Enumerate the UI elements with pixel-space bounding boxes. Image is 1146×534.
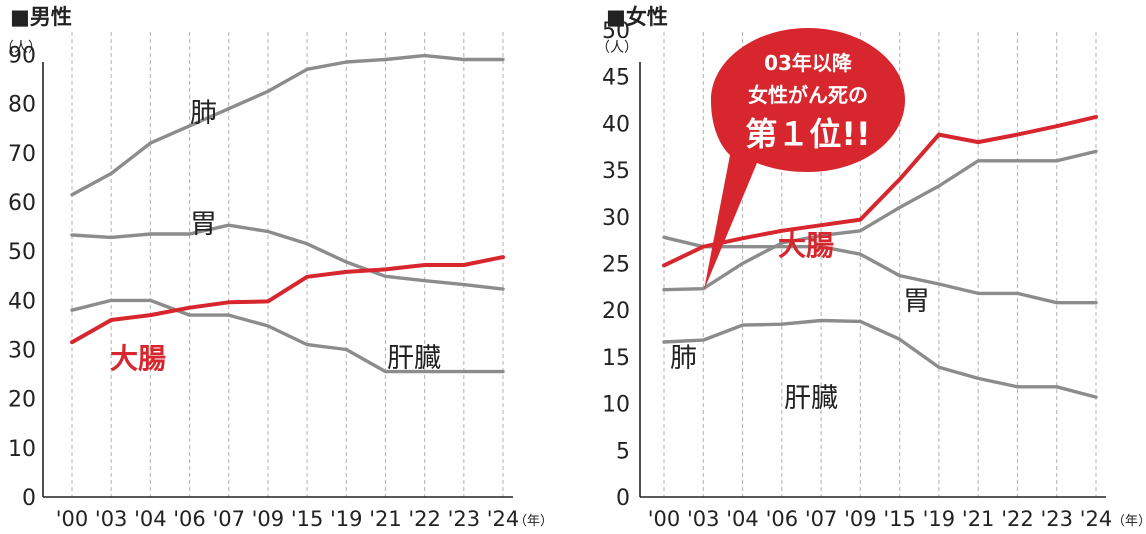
female-x-tick-label: '24: [1080, 507, 1113, 531]
male-y-tick-label: 60: [8, 191, 36, 216]
male-line-stomach: [70, 223, 505, 291]
female-label-liver: 肝臓: [784, 383, 838, 414]
female-x-ticks: '00'03'04 '06'07'09'15 '19'21'22'23 '24: [648, 507, 1113, 531]
female-axes: [639, 62, 1106, 498]
female-x-tick-label: '22: [1001, 507, 1034, 531]
male-x-tick-label: '00: [56, 507, 89, 531]
female-y-tick-label: 25: [602, 253, 630, 278]
female-x-tick-label: '19: [923, 507, 956, 531]
male-x-tick-label: '23: [448, 507, 481, 531]
female-x-unit: （年）: [1112, 514, 1146, 529]
female-y-tick-label: 50: [602, 19, 630, 44]
female-y-tick-label: 15: [602, 346, 630, 371]
female-y-tick-label: 5: [616, 439, 630, 464]
male-line-colon: [70, 255, 505, 345]
female-y-tick-label: 35: [602, 159, 630, 184]
female-chart-title: ■女性: [606, 5, 668, 29]
female-label-stomach: 胃: [903, 286, 930, 317]
female-x-tick-label: '03: [687, 507, 720, 531]
male-y-tick-label: 90: [8, 44, 36, 69]
male-x-tick-label: '19: [330, 507, 363, 531]
female-x-tick-label: '00: [648, 507, 681, 531]
female-x-tick-label: '15: [883, 507, 916, 531]
female-line-lung: [662, 149, 1098, 292]
female-label-lung: 肺: [670, 343, 697, 374]
male-label-lung: 肺: [190, 98, 217, 129]
male-y-unit: （人）: [0, 40, 42, 56]
female-y-tick-label: 40: [602, 112, 630, 137]
male-label-colon: 大腸: [110, 342, 166, 375]
male-x-tick-label: '07: [212, 507, 245, 531]
male-y-tick-label: 40: [8, 289, 36, 314]
female-series-lines: [662, 114, 1098, 399]
male-chart-title: ■男性: [10, 5, 72, 29]
male-x-tick-label: '21: [369, 507, 402, 531]
male-y-tick-label: 10: [8, 437, 36, 462]
male-line-lung: [70, 53, 505, 197]
male-y-tick-label: 50: [8, 240, 36, 265]
male-label-liver: 肝臓: [387, 343, 441, 374]
male-x-tick-label: '04: [134, 507, 167, 531]
female-y-tick-label: 45: [602, 66, 630, 91]
female-line-liver: [662, 318, 1098, 399]
male-y-tick-label: 20: [8, 388, 36, 413]
female-x-tick-label: '04: [726, 507, 759, 531]
female-y-tick-label: 0: [616, 486, 630, 511]
female-line-stomach: [662, 235, 1098, 305]
male-x-tick-label: '06: [173, 507, 206, 531]
male-label-stomach: 胃: [190, 209, 217, 240]
female-y-ticks: 0 5 10 15 20 25 30 35 40 45 50: [602, 19, 630, 511]
callout-line-2: 女性がん死の: [748, 83, 868, 107]
male-x-tick-label: '03: [95, 507, 128, 531]
male-y-tick-label: 80: [8, 93, 36, 118]
callout-line-3: 第１位!!: [745, 115, 870, 153]
male-line-liver: [70, 298, 505, 374]
male-axes: [42, 62, 513, 498]
male-y-tick-label: 30: [8, 339, 36, 364]
callout-line-1: 03年以降: [764, 51, 853, 75]
male-y-tick-label: 70: [8, 142, 36, 167]
male-x-tick-label: '22: [408, 507, 441, 531]
female-label-colon: 大腸: [778, 229, 834, 262]
callout-bubble: 03年以降 女性がん死の 第１位!!: [704, 28, 905, 290]
female-y-tick-label: 30: [602, 206, 630, 231]
male-y-tick-label: 0: [22, 486, 36, 511]
callout-bubble-shape: [704, 28, 905, 290]
female-x-tick-label: '21: [962, 507, 995, 531]
female-x-tick-label: '06: [766, 507, 799, 531]
female-y-tick-label: 20: [602, 299, 630, 324]
female-y-tick-label: 10: [602, 393, 630, 418]
female-y-unit: （人）: [596, 40, 638, 56]
male-x-tick-label: '15: [291, 507, 324, 531]
female-x-tick-label: '23: [1040, 507, 1073, 531]
female-x-tick-label: '07: [805, 507, 838, 531]
male-x-unit: （年）: [514, 514, 553, 529]
male-y-ticks: 0 10 20 30 40 50 60 70 80 90: [8, 44, 36, 511]
male-x-tick-label: '24: [487, 507, 520, 531]
male-x-ticks: '00'03'04'06'07 '09'15'19'21'22 '23'24: [56, 507, 520, 531]
female-x-tick-label: '09: [844, 507, 877, 531]
male-x-tick-label: '09: [252, 507, 285, 531]
male-series-lines: [70, 53, 505, 374]
female-line-colon: [662, 114, 1098, 268]
